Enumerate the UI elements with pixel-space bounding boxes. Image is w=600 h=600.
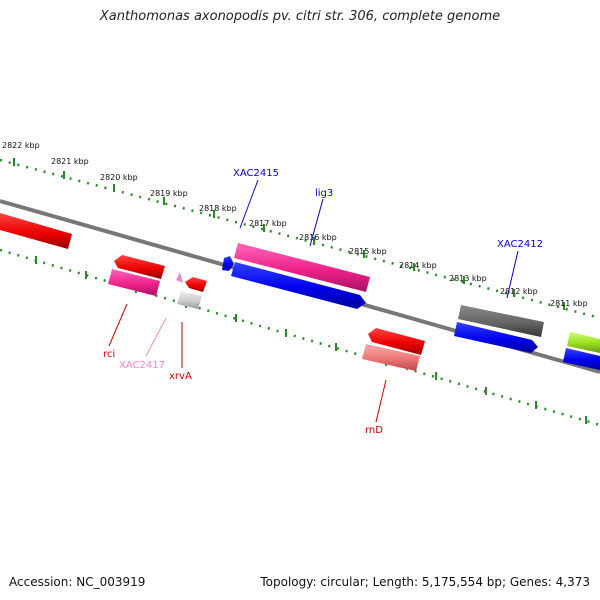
gene-arrow bbox=[176, 272, 183, 283]
accession-text: Accession: NC_003919 bbox=[9, 575, 146, 589]
leader-line bbox=[309, 198, 324, 247]
gene-arrow bbox=[458, 305, 544, 337]
gene-arrow bbox=[114, 255, 165, 279]
genome-info-text: Topology: circular; Length: 5,175,554 bp… bbox=[260, 575, 590, 589]
upper-ticks bbox=[13, 158, 565, 310]
kbp-label: 2811 kbp bbox=[550, 299, 588, 308]
gene-label-rci: rci bbox=[103, 349, 115, 360]
kbp-label: 2817 kbp bbox=[249, 219, 287, 228]
gene-label-xrvA: xrvA bbox=[169, 371, 192, 382]
gene-label-XAC2412: XAC2412 bbox=[497, 239, 543, 250]
gene-arrow bbox=[177, 291, 202, 309]
kbp-label: 2819 kbp bbox=[150, 189, 188, 198]
gene-label-XAC2415: XAC2415 bbox=[233, 168, 279, 179]
gene-label-lig3: lig3 bbox=[315, 188, 333, 199]
kbp-label: 2812 kbp bbox=[500, 287, 538, 296]
kbp-label: 2814 kbp bbox=[399, 261, 437, 270]
gene-arrow bbox=[185, 277, 207, 292]
gene-label-XAC2417: XAC2417 bbox=[119, 360, 165, 371]
lower-ticks bbox=[35, 256, 587, 424]
gene-arrow bbox=[0, 213, 72, 249]
leader-line bbox=[108, 303, 128, 347]
leader-line bbox=[145, 317, 167, 357]
kbp-label: 2820 kbp bbox=[100, 173, 138, 182]
gene-arrow bbox=[362, 344, 420, 371]
leader-line bbox=[239, 179, 259, 229]
gene-arrow bbox=[368, 328, 425, 355]
gene-arrow bbox=[567, 332, 600, 353]
kbp-label: 2822 kbp bbox=[2, 141, 40, 150]
gene-arrow bbox=[234, 243, 370, 292]
gene-label-rnD: rnD bbox=[365, 425, 383, 436]
gene-arrow bbox=[108, 269, 160, 296]
gene-arrow bbox=[231, 262, 366, 309]
gene-arrow bbox=[454, 322, 538, 353]
gene-arrow bbox=[222, 256, 234, 271]
kbp-label: 2821 kbp bbox=[51, 157, 89, 166]
leader-line bbox=[506, 250, 519, 299]
kbp-label: 2815 kbp bbox=[349, 247, 387, 256]
kbp-label: 2816 kbp bbox=[299, 233, 337, 242]
kbp-label: 2818 kbp bbox=[199, 204, 237, 213]
gene-arrow bbox=[563, 348, 600, 370]
leader-line bbox=[375, 379, 387, 423]
kbp-label: 2813 kbp bbox=[449, 274, 487, 283]
map-title: Xanthomonas axonopodis pv. citri str. 30… bbox=[99, 9, 501, 24]
